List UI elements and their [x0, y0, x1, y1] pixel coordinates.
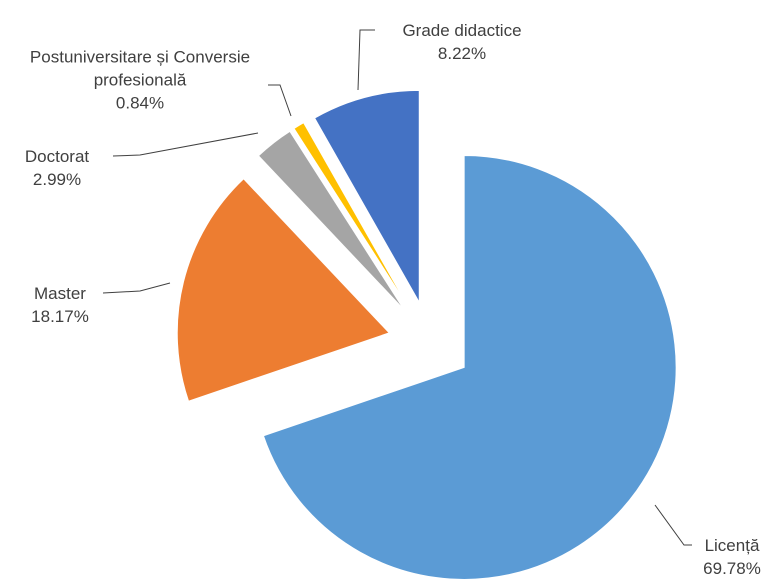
- data-label: Grade didactice 8.22%: [362, 19, 562, 65]
- leader-line: [268, 84, 292, 117]
- category-label: Master: [34, 284, 86, 303]
- category-label: Licență: [704, 536, 760, 555]
- leader-line: [654, 504, 692, 546]
- value-label: 18.17%: [31, 307, 89, 326]
- data-label: Doctorat 2.99%: [0, 145, 117, 191]
- value-label: 69.78%: [703, 559, 761, 578]
- slices: [176, 89, 677, 580]
- data-label: Postuniversitare și Conversie profesiona…: [5, 46, 275, 115]
- category-label: Grade didactice: [402, 21, 522, 40]
- data-label: Master 18.17%: [0, 282, 120, 328]
- leader-line: [357, 29, 375, 91]
- leader-line: [102, 282, 171, 294]
- category-label: Postuniversitare și Conversie profesiona…: [29, 47, 251, 90]
- leader-line: [112, 132, 259, 157]
- pie-slice: [262, 154, 677, 580]
- value-label: 2.99%: [32, 170, 82, 189]
- category-label: Doctorat: [24, 147, 90, 166]
- pie-slice: [313, 89, 420, 305]
- pie-slice: [176, 178, 391, 402]
- value-label: 0.84%: [115, 93, 165, 113]
- pie-slice: [257, 130, 405, 311]
- data-label: Licență 69.78%: [672, 534, 780, 580]
- pie-slice: [293, 122, 409, 308]
- value-label: 8.22%: [437, 44, 487, 63]
